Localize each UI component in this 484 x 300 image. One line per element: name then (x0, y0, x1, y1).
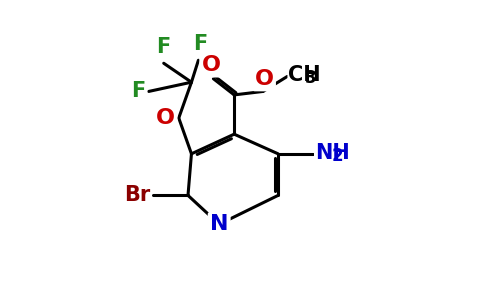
Text: 3: 3 (304, 69, 316, 87)
Text: F: F (194, 34, 208, 55)
Text: O: O (202, 55, 221, 75)
Text: F: F (157, 38, 171, 58)
Text: O: O (255, 69, 274, 89)
Text: O: O (156, 108, 175, 128)
Text: F: F (131, 81, 145, 101)
Text: NH: NH (315, 143, 350, 163)
Text: 2: 2 (332, 147, 343, 165)
Text: N: N (210, 214, 228, 234)
Text: CH: CH (288, 65, 321, 85)
Text: Br: Br (123, 185, 150, 206)
